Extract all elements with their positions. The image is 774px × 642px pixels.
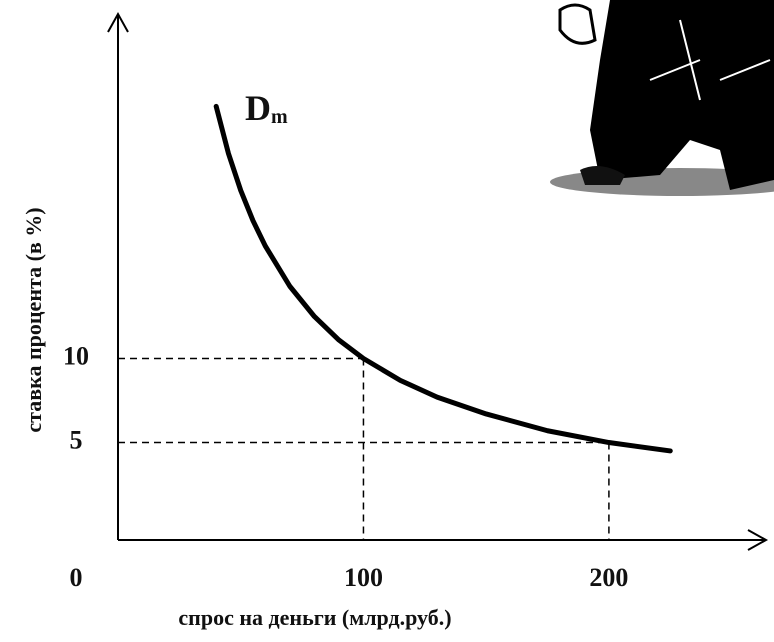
chart: спрос на деньги (млрд.руб.) ставка проце… [0, 0, 774, 642]
curve-label-main: D [245, 88, 271, 128]
y-tick-label: 5 [70, 425, 83, 454]
x-tick-label: 100 [344, 563, 383, 592]
y-axis-title: ставка процента (в %) [21, 207, 46, 432]
x-tick-label: 200 [589, 563, 628, 592]
curve-label: Dm [245, 88, 288, 128]
cartoon [550, 0, 774, 196]
x-axis-title: спрос на деньги (млрд.руб.) [178, 605, 451, 630]
hand [560, 5, 595, 43]
y-tick-label: 10 [63, 341, 89, 370]
x-tick-label: 0 [70, 563, 83, 592]
page: спрос на деньги (млрд.руб.) ставка проце… [0, 0, 774, 642]
curve-label-sub: m [271, 106, 288, 128]
